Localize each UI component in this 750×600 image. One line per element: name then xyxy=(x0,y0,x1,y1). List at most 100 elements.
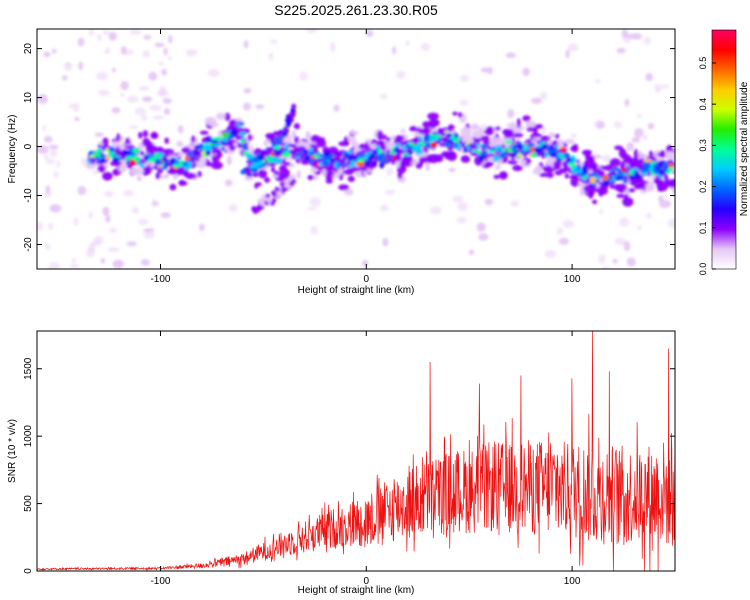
spectrogram-cell xyxy=(149,104,162,111)
spectrogram-cell xyxy=(140,259,150,266)
spectrogram-cell xyxy=(129,125,139,130)
spectrogram-cell xyxy=(380,144,387,151)
spectrogram-cell xyxy=(37,94,48,104)
spectrogram-cell xyxy=(495,145,504,150)
spectrogram-cell xyxy=(376,130,384,141)
spectrogram-cell xyxy=(94,132,104,137)
spectrogram-cell xyxy=(169,183,177,191)
spectrogram-cell xyxy=(338,184,350,191)
spectrogram-cell xyxy=(290,174,296,179)
spectrogram-cell xyxy=(123,189,134,197)
spectrogram-cell xyxy=(375,140,386,147)
spectrogram-cell xyxy=(459,99,469,107)
spectrogram-cell xyxy=(452,111,458,116)
spectrogram-y-label: Frequency (Hz) xyxy=(7,115,18,184)
spectrogram-cell xyxy=(207,80,213,88)
spectrogram-cell xyxy=(277,150,282,154)
spectrogram-cell xyxy=(284,143,289,150)
spectrogram-cell xyxy=(277,139,283,145)
spectrogram-cell xyxy=(289,181,295,187)
spectrogram-cell xyxy=(663,173,669,182)
colorbar-ticks: 0.0 0.1 0.2 0.3 0.4 0.5 xyxy=(698,57,716,275)
spectrogram-cell xyxy=(307,174,315,181)
spectrogram-cell xyxy=(243,40,249,49)
spectrogram-cell xyxy=(197,170,202,178)
spectrogram-cell xyxy=(69,103,74,109)
spectrogram-cell xyxy=(631,167,639,172)
spectrogram-cell xyxy=(112,259,125,269)
spectrogram-cell xyxy=(555,109,567,116)
spectrogram-cell xyxy=(96,71,109,81)
spectrogram-cell xyxy=(659,199,671,209)
spectrogram-cell xyxy=(274,144,281,150)
spectrogram-cell xyxy=(103,50,110,55)
spectrogram-cell xyxy=(249,145,254,156)
spectrogram-cell xyxy=(201,156,207,164)
spectrogram-cell xyxy=(131,206,140,214)
spectrogram-cell xyxy=(493,174,500,179)
spectrogram-cell xyxy=(284,161,291,166)
spectrogram-cell xyxy=(531,152,537,158)
snr-line xyxy=(37,331,675,571)
spectrogram-cell xyxy=(127,95,139,103)
spectrogram-cell xyxy=(178,179,186,186)
spectrogram-cell xyxy=(602,154,612,163)
spectrogram-cell xyxy=(423,127,431,133)
spectrogram-cell xyxy=(271,191,277,197)
spectrogram-cell xyxy=(48,262,60,269)
spectrogram-cell xyxy=(395,161,401,168)
spectrogram-cell xyxy=(202,144,210,152)
spectrogram-cell xyxy=(428,118,437,129)
spectrogram-cell xyxy=(515,140,520,146)
spectrogram-cell xyxy=(71,258,77,263)
spectrogram-cell xyxy=(486,126,494,136)
spectrogram-cell xyxy=(663,161,669,168)
spectrogram-cell xyxy=(631,136,641,143)
spectrogram-cell xyxy=(240,138,245,145)
x-tick-label: 0 xyxy=(364,576,370,587)
spectrogram-cell xyxy=(504,131,511,139)
spectrogram-cell xyxy=(185,48,198,57)
spectrogram-cell xyxy=(274,186,280,192)
y-tick-label: 20 xyxy=(23,43,34,55)
spectrogram-cell xyxy=(633,155,638,164)
spectrogram-cell xyxy=(616,47,626,54)
spectrogram-cell xyxy=(357,153,365,158)
spectrogram-cell xyxy=(306,29,317,34)
spectrogram-cell xyxy=(195,155,199,161)
spectrogram-cell xyxy=(384,189,396,195)
spectrogram-cell xyxy=(386,167,394,176)
spectrogram-cell xyxy=(489,149,496,154)
colorbar: 0.0 0.1 0.2 0.3 0.4 0.5 Normalized spectral a… xyxy=(698,29,750,275)
spectrogram-cell xyxy=(663,179,675,188)
spectrogram-cell xyxy=(445,133,453,138)
spectrogram-cell xyxy=(544,152,550,157)
spectrogram-cell xyxy=(333,104,340,112)
colorbar-label: Normalized spectral amplitude xyxy=(739,81,750,216)
spectrogram-cell xyxy=(316,157,324,162)
spectrogram-cell xyxy=(307,206,317,211)
spectrogram-cell xyxy=(194,145,201,149)
spectrogram-cell xyxy=(544,249,557,259)
spectrogram-cell xyxy=(310,225,318,235)
spectrogram-cell xyxy=(122,161,127,170)
spectrogram-cell xyxy=(562,219,574,229)
spectrogram-cell xyxy=(63,62,73,72)
spectrogram-cell xyxy=(638,150,643,159)
spectrogram-cell xyxy=(184,156,191,161)
spectrogram-cell xyxy=(470,123,480,131)
snr-frame xyxy=(36,330,676,572)
spectrogram-cell xyxy=(549,146,555,151)
spectrogram-cell xyxy=(458,112,463,118)
spectrogram-cell xyxy=(305,131,311,141)
spectrogram-cell xyxy=(106,90,114,101)
spectrogram-cell xyxy=(574,164,578,172)
spectrogram-cell xyxy=(102,30,111,35)
spectrogram-cell xyxy=(534,165,543,172)
spectrogram-cell xyxy=(664,151,675,160)
spectrogram-cell xyxy=(270,166,276,173)
spectrogram-cell xyxy=(247,134,253,141)
spectrogram-cell xyxy=(167,56,173,61)
